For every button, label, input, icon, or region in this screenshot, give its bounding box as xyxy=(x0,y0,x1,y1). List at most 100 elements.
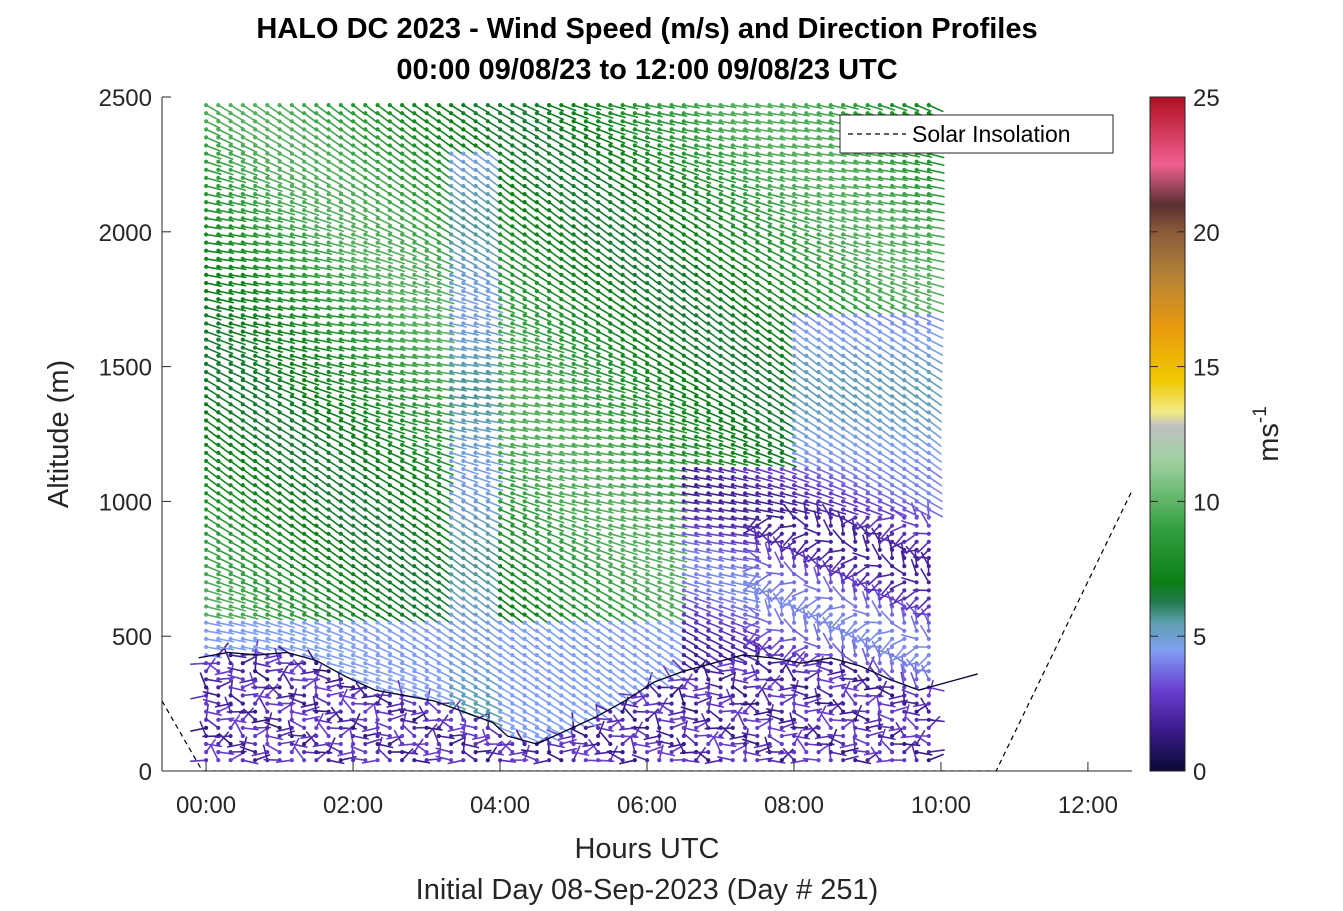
wind-barb xyxy=(205,152,222,160)
wind-barb-dot xyxy=(253,135,258,140)
wind-barb xyxy=(242,589,259,597)
wind-barb-dot xyxy=(338,135,343,140)
wind-barb-dot xyxy=(461,224,466,229)
wind-barb xyxy=(279,646,296,652)
wind-barb xyxy=(499,524,515,534)
wind-barb-dot xyxy=(216,669,221,674)
wind-barb-dot xyxy=(338,208,343,213)
wind-barb xyxy=(524,395,541,400)
wind-barb-dot xyxy=(510,466,515,472)
wind-barb-dot xyxy=(240,216,245,221)
wind-barb-dot xyxy=(338,555,343,561)
wind-barb-dot xyxy=(559,458,564,464)
wind-barb-dot xyxy=(314,418,319,423)
wind-barb-dot xyxy=(338,418,343,423)
wind-barb-dot xyxy=(375,208,380,213)
wind-barb-dot xyxy=(473,523,478,528)
wind-barb xyxy=(352,713,361,729)
wind-barb-dot xyxy=(228,588,233,593)
wind-barb-dot xyxy=(265,264,270,269)
wind-barb-dot xyxy=(387,741,392,747)
wind-barb-dot xyxy=(228,466,233,472)
wind-barb-dot xyxy=(412,345,417,350)
wind-barb-dot xyxy=(351,523,356,528)
wind-barb-dot xyxy=(240,539,245,544)
wind-barb xyxy=(352,363,369,368)
wind-barb xyxy=(365,233,381,241)
wind-barb-dot xyxy=(412,386,417,391)
wind-barb-dot xyxy=(424,693,429,698)
wind-barb-dot xyxy=(302,596,307,601)
wind-barb xyxy=(242,152,258,161)
wind-barb xyxy=(279,314,296,320)
wind-barb xyxy=(377,363,394,368)
wind-barb xyxy=(475,476,491,484)
wind-barb xyxy=(190,727,207,732)
wind-barb-dot xyxy=(253,572,258,577)
wind-barb-dot xyxy=(449,523,454,528)
wind-barb-dot xyxy=(522,725,527,731)
wind-barb-dot xyxy=(412,248,417,253)
wind-barb xyxy=(328,225,345,233)
wind-barb-dot xyxy=(375,758,380,763)
wind-barb xyxy=(266,152,282,162)
wind-barb xyxy=(267,638,283,644)
wind-barb-dot xyxy=(461,321,466,326)
wind-barb-dot xyxy=(338,305,343,310)
wind-barb-dot xyxy=(302,475,307,480)
wind-barb xyxy=(352,338,370,344)
wind-barb-dot xyxy=(510,297,515,302)
wind-barb-dot xyxy=(412,555,417,561)
wind-barb xyxy=(414,314,431,320)
wind-barb-dot xyxy=(253,378,258,383)
wind-barb-dot xyxy=(400,709,405,714)
wind-barb xyxy=(218,338,234,346)
wind-barb xyxy=(303,630,320,637)
wind-barb xyxy=(328,298,345,303)
wind-barb-dot xyxy=(302,531,307,536)
wind-barb-dot xyxy=(498,499,503,504)
wind-barb xyxy=(312,668,329,672)
wind-barb-dot xyxy=(265,119,270,124)
wind-barb-dot xyxy=(265,345,270,350)
wind-barb-dot xyxy=(485,750,490,755)
wind-barb-dot xyxy=(363,119,368,124)
wind-barb xyxy=(401,419,418,426)
wind-barb-dot xyxy=(547,572,552,577)
wind-barb xyxy=(401,298,418,304)
wind-barb xyxy=(352,638,369,647)
wind-barb xyxy=(377,306,394,311)
wind-barb-dot xyxy=(277,483,282,488)
wind-barb-dot xyxy=(240,151,245,156)
wind-barb-dot xyxy=(253,337,258,342)
wind-barb xyxy=(315,201,332,209)
wind-barb-dot xyxy=(412,717,417,722)
wind-barb-dot xyxy=(534,410,539,415)
wind-barb-dot xyxy=(363,491,368,496)
wind-barb-dot xyxy=(363,717,368,722)
wind-barb xyxy=(303,646,320,653)
wind-barb xyxy=(536,403,553,408)
wind-barb-dot xyxy=(534,725,539,731)
wind-barb-dot xyxy=(498,167,503,172)
wind-barb xyxy=(352,646,369,654)
wind-barb xyxy=(267,209,284,216)
wind-barb-dot xyxy=(228,256,233,261)
wind-barb xyxy=(499,346,516,353)
wind-barb xyxy=(475,452,492,458)
wind-barb xyxy=(337,719,354,723)
wind-barb-dot xyxy=(449,725,454,731)
wind-barb-dot xyxy=(559,297,564,302)
wind-barb xyxy=(389,249,406,258)
wind-barb-dot xyxy=(522,289,527,294)
wind-barb-dot xyxy=(265,475,270,480)
wind-barb xyxy=(438,274,455,282)
wind-barb-dot xyxy=(461,272,466,277)
wind-barb-dot xyxy=(277,750,282,755)
wind-barb-dot xyxy=(547,701,552,706)
wind-barb-dot xyxy=(449,103,454,108)
wind-barb-dot xyxy=(326,272,331,277)
wind-barb-dot xyxy=(424,329,429,334)
wind-barb-dot xyxy=(498,515,503,520)
wind-barb-dot xyxy=(485,208,490,213)
